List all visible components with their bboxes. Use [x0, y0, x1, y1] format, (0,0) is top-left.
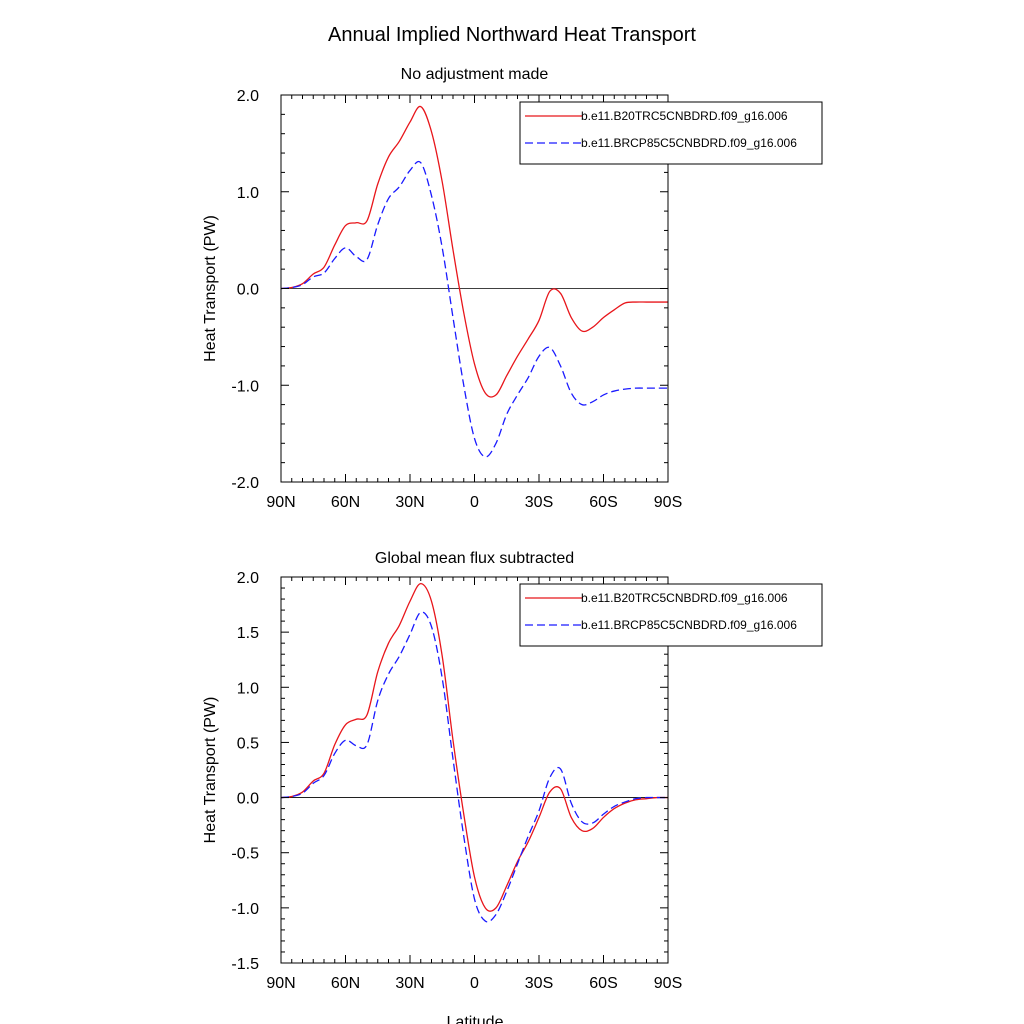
y-tick-label: 0.0 [237, 282, 259, 299]
y-tick-label: 1.0 [237, 680, 259, 697]
x-tick-label: 60S [589, 494, 617, 511]
legend-box [519, 583, 823, 647]
panel-title: Global mean flux subtracted [375, 550, 574, 567]
y-tick-label: -2.0 [231, 475, 259, 492]
legend-label-2: b.e11.BRCP85C5CNBDRD.f09_g16.006 [581, 618, 797, 632]
legend-label-1: b.e11.B20TRC5CNBDRD.f09_g16.006 [581, 591, 788, 605]
y-axis-label: Heat Transport (PW) [202, 215, 219, 362]
x-tick-label: 30S [525, 975, 553, 992]
x-tick-label: 30S [525, 494, 553, 511]
x-tick-label: 30N [395, 494, 424, 511]
y-tick-label: 1.5 [237, 625, 259, 642]
x-tick-label: 90S [654, 494, 682, 511]
y-tick-label: 2.0 [237, 88, 259, 105]
x-tick-label: 30N [395, 975, 424, 992]
legend-label-1: b.e11.B20TRC5CNBDRD.f09_g16.006 [581, 109, 788, 123]
panel-global-mean-subtracted: Global mean flux subtracted 90N 60N 30N 0 30S… [202, 550, 823, 992]
x-tick-label: 90S [654, 975, 682, 992]
series-line-2 [280, 611, 668, 923]
x-tick-label: 60N [331, 494, 360, 511]
x-tick-label: 90N [266, 494, 295, 511]
figure-title: Annual Implied Northward Heat Transport [328, 24, 696, 46]
series-line-1 [280, 582, 669, 912]
y-tick-label: -0.5 [231, 846, 259, 863]
y-tick-label: 0.0 [237, 791, 259, 808]
y-tick-label: -1.0 [231, 378, 259, 395]
series-line-1 [280, 105, 668, 398]
x-tick-label: 0 [470, 975, 479, 992]
x-tick-label: 60S [589, 975, 617, 992]
figure-xlabel: Latitude [447, 1014, 504, 1024]
y-tick-label: 2.0 [237, 570, 259, 587]
x-tick-label: 0 [470, 494, 479, 511]
x-tick-label: 90N [266, 975, 295, 992]
y-tick-label: 1.0 [237, 185, 259, 202]
x-tick-label: 60N [331, 975, 360, 992]
y-tick-label: -1.0 [231, 901, 259, 918]
series-line-2 [280, 160, 668, 458]
legend-box [519, 101, 823, 165]
y-tick-label: -1.5 [231, 956, 259, 973]
legend-label-2: b.e11.BRCP85C5CNBDRD.f09_g16.006 [581, 136, 797, 150]
panel-no-adjustment: No adjustment made 90N 60N 30N 0 30S 60S 90S 2.0… [202, 66, 823, 511]
y-axis-label: Heat Transport (PW) [202, 697, 219, 844]
y-tick-label: 0.5 [237, 735, 259, 752]
panel-title: No adjustment made [401, 66, 549, 83]
